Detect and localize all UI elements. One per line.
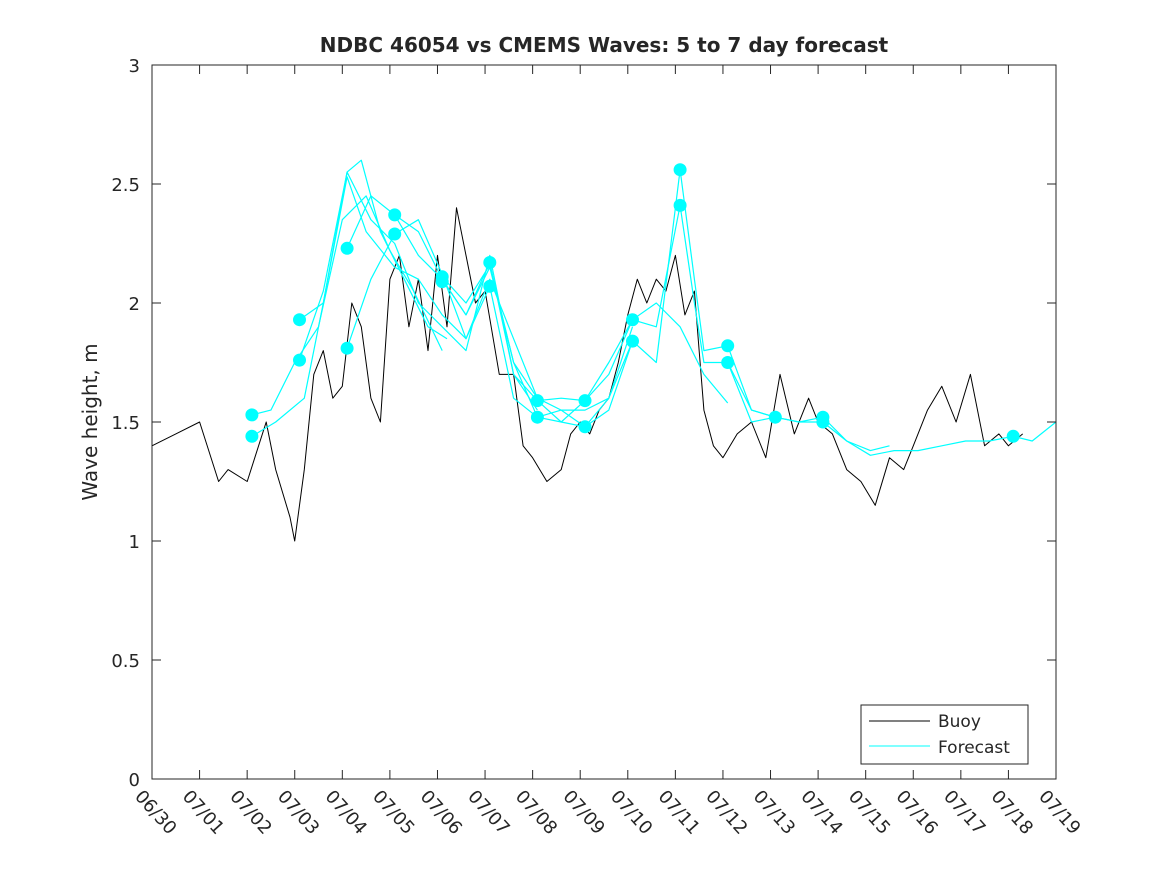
y-tick-label: 0 <box>129 770 140 791</box>
forecast-series-line-9 <box>536 204 890 452</box>
forecast-start-marker <box>721 339 735 353</box>
forecast-series-line-1 <box>251 195 443 416</box>
legend-box <box>860 704 1029 765</box>
y-tick-label: 3 <box>129 56 140 77</box>
forecast-start-marker <box>340 241 354 255</box>
forecast-start-marker <box>245 429 259 443</box>
forecast-start-marker <box>245 408 259 422</box>
forecast-series-line-10 <box>727 362 1056 456</box>
legend-forecast-label: Forecast <box>938 738 1010 758</box>
forecast-start-marker <box>626 313 639 327</box>
y-tick-label: 0.5 <box>111 651 140 672</box>
forecast-start-marker <box>293 313 306 327</box>
forecast-series-line-7 <box>394 214 729 404</box>
chart-title: NDBC 46054 vs CMEMS Waves: 5 to 7 day fo… <box>320 33 889 57</box>
y-tick-label: 1 <box>129 532 140 553</box>
marker-layer <box>245 163 1020 443</box>
forecast-start-marker <box>530 410 544 424</box>
forecast-start-marker <box>626 334 639 348</box>
series-layer <box>152 159 1056 542</box>
forecast-series-line-8 <box>441 169 776 428</box>
forecast-series-line-2 <box>251 159 448 437</box>
forecast-start-marker <box>673 198 687 212</box>
forecast-start-marker <box>530 394 544 408</box>
forecast-start-marker <box>483 256 497 269</box>
y-tick-label: 2 <box>129 294 140 315</box>
forecast-start-marker <box>340 341 354 355</box>
forecast-start-marker <box>388 227 402 241</box>
forecast-start-marker <box>673 163 687 177</box>
buoy-series-line <box>152 207 1024 542</box>
y-tick-label: 1.5 <box>111 413 140 434</box>
forecast-start-marker <box>578 394 592 408</box>
legend-buoy-label: Buoy <box>938 712 981 732</box>
forecast-start-marker <box>388 208 402 222</box>
y-tick-label: 2.5 <box>111 175 140 196</box>
forecast-start-marker <box>721 356 735 369</box>
forecast-start-marker <box>768 410 782 424</box>
y-axis-label: Wave height, m <box>78 343 102 500</box>
forecast-start-marker <box>435 275 449 289</box>
legend: Buoy Forecast <box>860 704 1029 765</box>
forecast-start-marker <box>483 279 497 293</box>
forecast-start-marker <box>578 420 592 434</box>
forecast-start-marker <box>293 353 306 367</box>
forecast-start-marker <box>1006 429 1020 443</box>
forecast-start-marker <box>816 415 830 429</box>
